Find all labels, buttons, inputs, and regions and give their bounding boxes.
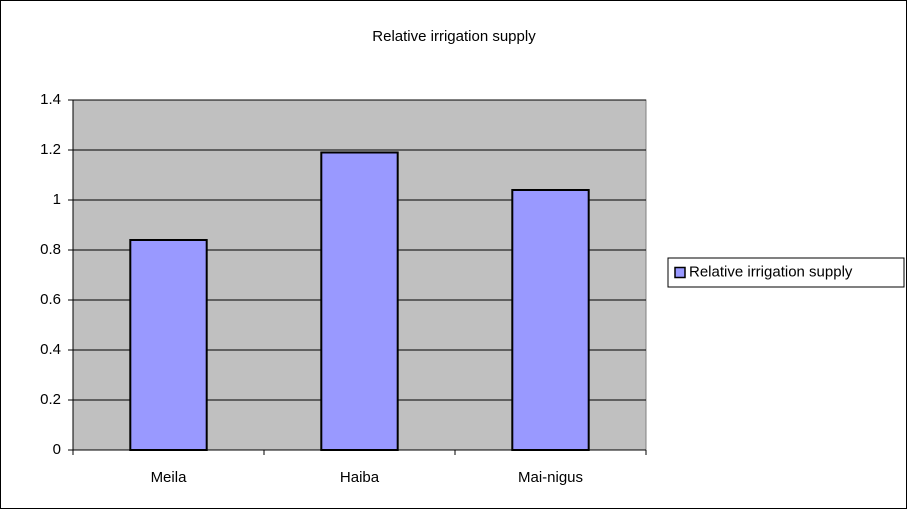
y-tick-label: 1 [53, 191, 61, 208]
y-tick-label: 0.8 [40, 241, 61, 258]
x-tick-label: Mai-nigus [518, 469, 583, 486]
y-tick-label: 0.4 [40, 341, 61, 358]
y-tick-label: 0.6 [40, 291, 61, 308]
chart-title: Relative irrigation supply [372, 28, 536, 45]
legend-swatch [674, 266, 686, 279]
y-tick-label: 1.4 [40, 91, 61, 108]
x-tick-label: Haiba [340, 469, 380, 486]
bar [511, 189, 590, 451]
y-tick-label: 0 [53, 441, 61, 458]
bar [320, 151, 399, 451]
legend-label: Relative irrigation supply [689, 263, 853, 280]
y-tick-label: 1.2 [40, 141, 61, 158]
legend-box [667, 257, 905, 288]
x-tick-label: Meila [151, 469, 188, 486]
y-tick-label: 0.2 [40, 391, 61, 408]
bar [129, 239, 208, 451]
